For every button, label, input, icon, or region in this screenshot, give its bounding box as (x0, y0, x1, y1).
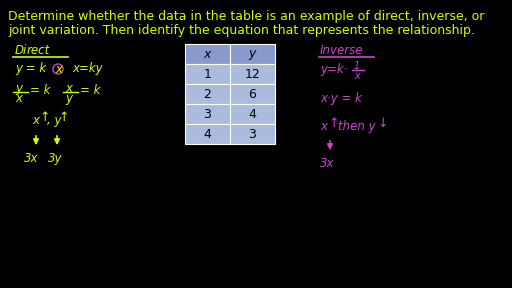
Text: 6: 6 (248, 88, 257, 101)
Bar (230, 124, 275, 144)
Text: y = k: y = k (15, 62, 46, 75)
Text: 1: 1 (204, 67, 211, 81)
Text: 3x: 3x (320, 157, 334, 170)
Text: 3: 3 (248, 128, 257, 141)
Text: , y: , y (47, 114, 61, 127)
Text: 12: 12 (245, 67, 261, 81)
Text: y: y (249, 48, 256, 60)
Text: 3x: 3x (24, 152, 38, 165)
Text: x: x (55, 63, 62, 76)
Text: ↑: ↑ (58, 111, 69, 124)
Bar (230, 64, 275, 84)
Text: 3: 3 (204, 107, 211, 120)
Text: ·: · (24, 40, 27, 50)
Text: = k: = k (80, 84, 100, 97)
Text: x: x (65, 82, 72, 95)
Bar (230, 44, 275, 64)
Text: x: x (204, 48, 211, 60)
Text: ↑: ↑ (39, 111, 50, 124)
Text: x: x (320, 120, 327, 133)
Bar (230, 104, 275, 124)
Text: ↓: ↓ (377, 117, 388, 130)
Text: 4: 4 (204, 128, 211, 141)
Text: x: x (354, 71, 360, 81)
Text: 1: 1 (354, 61, 360, 71)
Text: x·y = k: x·y = k (320, 92, 362, 105)
Text: y=k·: y=k· (320, 63, 347, 76)
Text: = k: = k (30, 84, 50, 97)
Text: joint variation. Then identify the equation that represents the relationship.: joint variation. Then identify the equat… (8, 24, 475, 37)
Bar (185, 104, 230, 124)
Text: then y: then y (338, 120, 376, 133)
Text: 4: 4 (248, 107, 257, 120)
Text: Inverse: Inverse (320, 44, 364, 57)
Text: Di: Di (15, 44, 27, 57)
Text: ↑: ↑ (328, 117, 338, 130)
Text: x: x (32, 114, 39, 127)
Bar (230, 84, 275, 104)
Text: 3y: 3y (48, 152, 62, 165)
Text: y: y (65, 92, 72, 105)
Bar (185, 84, 230, 104)
Text: x: x (15, 92, 22, 105)
Text: y: y (15, 82, 22, 95)
Bar (185, 64, 230, 84)
Text: Determine whether the data in the table is an example of direct, inverse, or: Determine whether the data in the table … (8, 10, 484, 23)
Text: x=ky: x=ky (72, 62, 102, 75)
Bar (185, 124, 230, 144)
Bar (185, 44, 230, 64)
Text: rect: rect (27, 44, 50, 57)
Text: 2: 2 (204, 88, 211, 101)
